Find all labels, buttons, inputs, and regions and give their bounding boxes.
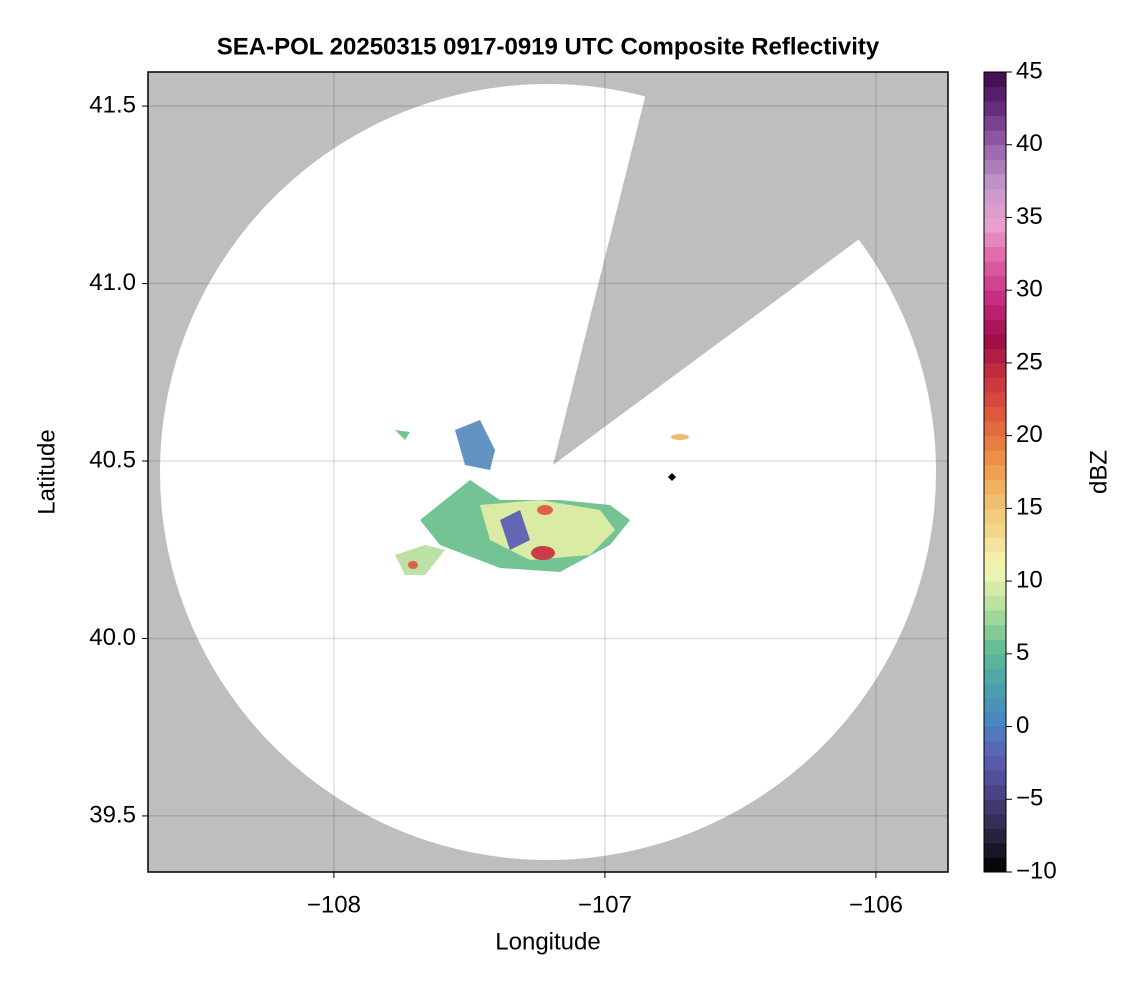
x-tick-label: −106 (849, 891, 903, 918)
echo (500, 510, 530, 550)
colorbar-tick-label: 15 (1016, 494, 1043, 521)
colorbar-cell (984, 741, 1006, 757)
colorbar-tick-label: 5 (1016, 639, 1029, 666)
blocked-sector (553, 72, 948, 465)
colorbar-tick-label: 30 (1016, 276, 1043, 303)
colorbar-cell (984, 799, 1006, 815)
colorbar-tick-label: 25 (1016, 348, 1043, 375)
plot-area (148, 72, 948, 872)
radar-site (668, 473, 676, 481)
colorbar-cell (984, 232, 1006, 248)
colorbar-cell (984, 610, 1006, 626)
colorbar-cell (984, 290, 1006, 306)
colorbar-cell (984, 217, 1006, 233)
echo (537, 505, 553, 515)
colorbar-cell (984, 275, 1006, 291)
colorbar-cell (984, 72, 1006, 88)
colorbar-cell (984, 333, 1006, 349)
colorbar-cell (984, 682, 1006, 698)
colorbar-cell (984, 479, 1006, 495)
colorbar-cell (984, 755, 1006, 771)
colorbar-tick-label: 0 (1016, 712, 1029, 739)
y-tick-label: 40.5 (89, 446, 136, 473)
y-tick-label: 41.5 (89, 91, 136, 118)
colorbar-cell (984, 362, 1006, 378)
x-tick-label: −107 (578, 891, 632, 918)
colorbar-cell (984, 697, 1006, 713)
colorbar-cell (984, 581, 1006, 597)
colorbar-tick-label: −10 (1016, 857, 1057, 884)
colorbar-cell (984, 406, 1006, 422)
colorbar-cell (984, 653, 1006, 669)
grid (148, 72, 948, 872)
chart-title: SEA-POL 20250315 0917-0919 UTC Composite… (217, 33, 880, 60)
echo (395, 430, 410, 440)
colorbar-cell (984, 668, 1006, 684)
colorbar-cell (984, 173, 1006, 189)
colorbar-cell (984, 377, 1006, 393)
colorbar-cell (984, 813, 1006, 829)
colorbar-cell (984, 101, 1006, 117)
colorbar-cell (984, 552, 1006, 568)
colorbar-cell (984, 130, 1006, 146)
echo (531, 546, 555, 560)
colorbar-cell (984, 493, 1006, 509)
colorbar-cell (984, 261, 1006, 277)
x-axis-label: Longitude (495, 928, 600, 955)
colorbar-cell (984, 304, 1006, 320)
colorbar-cell (984, 522, 1006, 538)
colorbar-cell (984, 639, 1006, 655)
colorbar-cell (984, 726, 1006, 742)
colorbar-tick-label: 35 (1016, 203, 1043, 230)
colorbar-cell (984, 450, 1006, 466)
colorbar-cell (984, 712, 1006, 728)
colorbar-cell (984, 857, 1006, 873)
colorbar-cell (984, 464, 1006, 480)
colorbar-cell (984, 115, 1006, 131)
echoes (395, 420, 689, 575)
colorbar-cell (984, 86, 1006, 102)
colorbar-cell (984, 784, 1006, 800)
colorbar-cell (984, 421, 1006, 437)
colorbar: −10 −5 0 5 10 15 20 25 30 35 40 45 (983, 57, 1057, 884)
plot-frame (147, 71, 949, 873)
colorbar-cell (984, 770, 1006, 786)
y-tick-label: 41.0 (89, 269, 136, 296)
colorbar-cell (984, 537, 1006, 553)
colorbar-cell (984, 348, 1006, 364)
colorbar-cell (984, 566, 1006, 582)
colorbar-cell (984, 159, 1006, 175)
colorbar-cell (984, 246, 1006, 262)
colorbar-tick-label: 10 (1016, 566, 1043, 593)
colorbar-cell (984, 624, 1006, 640)
colorbar-tick-label: 45 (1016, 57, 1043, 84)
colorbar-frame (983, 71, 1007, 873)
y-tick-label: 40.0 (89, 624, 136, 651)
colorbar-cell (984, 392, 1006, 408)
colorbar-tick-label: 40 (1016, 130, 1043, 157)
colorbar-cell (984, 508, 1006, 524)
colorbar-cell (984, 202, 1006, 218)
echo (671, 434, 689, 440)
colorbar-label: dBZ (1085, 450, 1112, 494)
y-tick-label: 39.5 (89, 801, 136, 828)
y-axis-label: Latitude (33, 429, 60, 514)
colorbar-tick-label: −5 (1016, 785, 1043, 812)
echo (395, 545, 445, 575)
colorbar-cell (984, 828, 1006, 844)
colorbar-cell (984, 842, 1006, 858)
colorbar-cell (984, 435, 1006, 451)
colorbar-cell (984, 595, 1006, 611)
echo (455, 420, 495, 470)
colorbar-tick-label: 20 (1016, 421, 1043, 448)
echo (408, 561, 418, 569)
colorbar-cell (984, 319, 1006, 335)
x-tick-label: −108 (307, 891, 361, 918)
colorbar-cell (984, 188, 1006, 204)
colorbar-cell (984, 144, 1006, 160)
